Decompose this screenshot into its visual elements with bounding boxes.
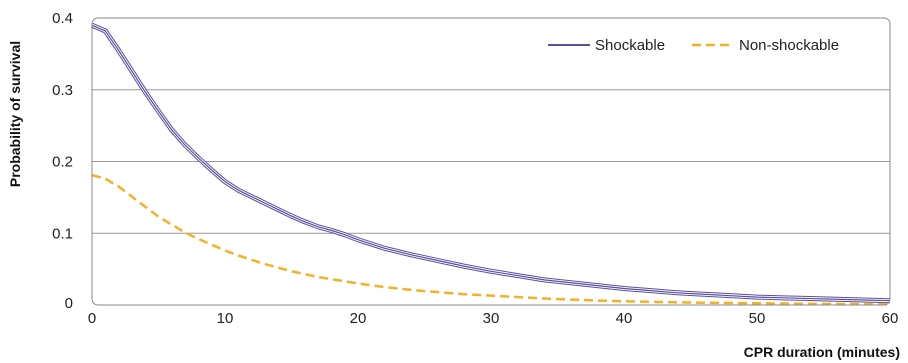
series-lines — [91, 22, 891, 306]
legend-label-non-shockable: Non-shockable — [739, 37, 839, 54]
y-tick-label: 0.2 — [52, 154, 73, 171]
legend-label-shockable: Shockable — [595, 37, 665, 54]
x-tick-label: 20 — [350, 310, 367, 327]
x-tick-label: 60 — [882, 310, 899, 327]
plot-frame — [91, 17, 891, 306]
y-axis-title: Probability of survival — [7, 41, 23, 187]
legend: Shockable Non-shockable — [548, 37, 839, 54]
tick-labels: 0 0.1 0.2 0.3 0.4 0 10 20 30 40 50 60 — [52, 10, 898, 327]
x-tick-label: 40 — [616, 310, 633, 327]
x-tick-label: 30 — [483, 310, 500, 327]
y-tick-label: 0.3 — [52, 82, 73, 99]
y-tick-label: 0.4 — [52, 10, 73, 27]
y-tick-label: 0 — [65, 295, 73, 312]
gridlines — [92, 89, 890, 234]
series-line-non-shockable — [91, 173, 891, 306]
series-line-shockable-outer — [91, 22, 891, 304]
series-line-shockable — [91, 24, 891, 302]
y-tick-label: 0.1 — [52, 225, 73, 242]
x-tick-label: 50 — [749, 310, 766, 327]
x-tick-label: 10 — [217, 310, 234, 327]
x-tick-label: 0 — [88, 310, 96, 327]
series-line-shockable-gap — [91, 23, 891, 303]
x-axis-title: CPR duration (minutes) — [744, 344, 900, 360]
